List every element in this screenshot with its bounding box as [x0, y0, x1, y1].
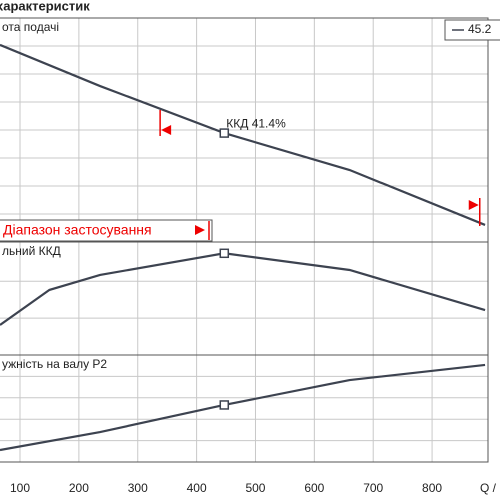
- x-tick-label: 800: [422, 481, 442, 495]
- operating-point: [219, 248, 230, 259]
- operating-point: [219, 400, 230, 410]
- x-tick-label: 400: [187, 481, 207, 495]
- x-tick-label: 300: [128, 481, 148, 495]
- chart-title: характеристик: [0, 0, 90, 13]
- curve: [0, 363, 486, 452]
- annotation: ККД 41.4%: [226, 116, 286, 130]
- x-tick-label: 700: [363, 481, 383, 495]
- x-tick-label: 100: [10, 481, 30, 495]
- legend-entry: 45.2: [468, 22, 492, 36]
- operating-point: [219, 128, 230, 138]
- panel-frame: [0, 241, 489, 356]
- panel-label: ужність на валу P2: [2, 357, 107, 371]
- panel-frame: [0, 354, 489, 463]
- x-tick-label: 600: [304, 481, 324, 495]
- x-tick-label: 500: [245, 481, 265, 495]
- x-axis-label: Q /: [480, 481, 497, 495]
- curve: [0, 43, 486, 226]
- range-arrow: [161, 125, 172, 135]
- panel-label: льний ККД: [2, 244, 61, 258]
- range-label-arrow: [195, 225, 205, 235]
- range-label: Діапазон застосування: [3, 222, 152, 238]
- range-label-box: [0, 219, 213, 242]
- legend-box: [444, 19, 500, 41]
- range-arrow: [468, 200, 479, 210]
- x-tick-label: 200: [69, 481, 89, 495]
- curve: [0, 252, 486, 326]
- panel-label: ота подачі: [2, 20, 59, 34]
